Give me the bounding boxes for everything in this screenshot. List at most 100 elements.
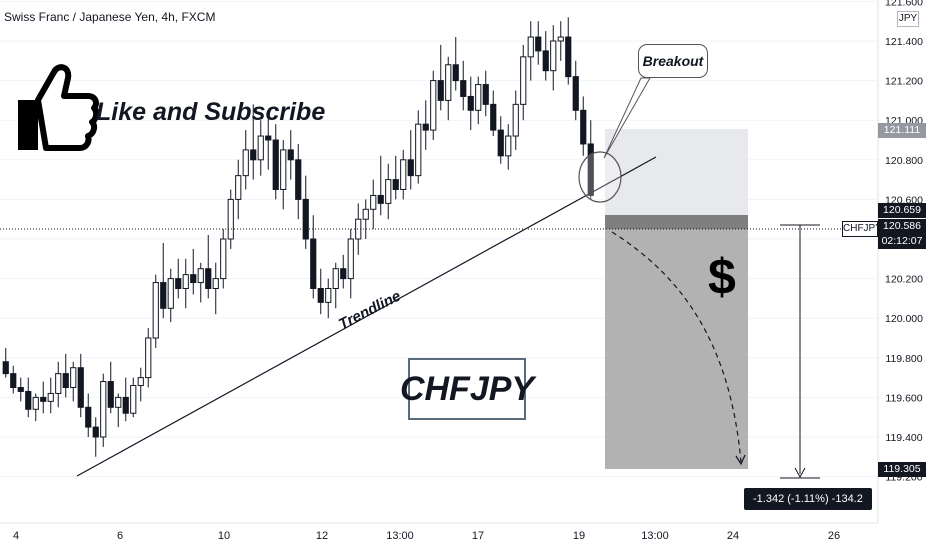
- candle-bearish: [422, 123, 429, 131]
- price-label-entry-top: 121.111: [878, 123, 926, 138]
- candle-bullish: [475, 84, 482, 111]
- candle-bullish: [385, 179, 392, 204]
- like-subscribe-text: Like and Subscribe: [96, 98, 326, 126]
- time-tick-label: 26: [828, 530, 840, 542]
- time-tick-label: 12: [316, 530, 328, 542]
- time-tick-label: 19: [573, 530, 585, 542]
- candle-bearish: [40, 396, 47, 402]
- thumbs-up-icon: [18, 64, 100, 151]
- candle-bearish: [310, 238, 317, 289]
- projection-arrowhead: [735, 454, 746, 466]
- candle-bearish: [587, 143, 594, 196]
- candle-bullish: [55, 373, 62, 394]
- price-tick-label: 119.600: [885, 392, 922, 404]
- candle-bearish: [490, 103, 497, 131]
- candle-bearish: [407, 159, 414, 177]
- price-tick-label: 120.800: [885, 155, 923, 167]
- stop-zone: [605, 129, 748, 215]
- candle-bullish: [430, 80, 437, 131]
- candle-bullish: [362, 208, 369, 220]
- candle-bullish: [505, 135, 512, 157]
- candle-bearish: [377, 194, 384, 204]
- candle-bullish: [415, 123, 422, 177]
- candle-bullish: [130, 385, 137, 414]
- candle-bullish: [137, 377, 144, 387]
- candle-bullish: [400, 159, 407, 191]
- candle-bearish: [175, 278, 182, 290]
- price-tick-label: 121.400: [885, 36, 923, 48]
- candle-bullish: [70, 367, 77, 389]
- candle-bearish: [437, 80, 444, 101]
- candle-bearish: [295, 159, 302, 200]
- candle-bearish: [535, 36, 542, 52]
- breakout-circle[interactable]: [578, 151, 622, 203]
- candle-bearish: [2, 361, 9, 375]
- candle-bullish: [152, 282, 159, 339]
- candle-bullish: [527, 36, 534, 58]
- candle-bearish: [17, 387, 24, 392]
- time-tick-label: 4: [13, 530, 19, 542]
- candle-bearish: [250, 149, 257, 161]
- candle-bearish: [497, 129, 504, 157]
- target-zone: [605, 229, 748, 469]
- breakout-callout: Breakout: [638, 44, 708, 78]
- price-tick-label: 121.200: [885, 76, 923, 88]
- candle-bearish: [272, 139, 279, 190]
- time-tick-label: 10: [218, 530, 230, 542]
- candle-bearish: [572, 76, 579, 111]
- price-tick-label: 121.600: [885, 0, 923, 8]
- candle-bullish: [145, 337, 152, 379]
- price-tick-label: 120.000: [885, 313, 923, 325]
- candle-bearish: [317, 288, 324, 303]
- callout-pointer: [603, 77, 651, 159]
- candle-bearish: [190, 274, 197, 284]
- candle-bearish: [580, 109, 587, 145]
- candle-bearish: [302, 198, 309, 240]
- projection-curve: [611, 231, 742, 463]
- time-axis: 4 6 10 12 13:00 17 19 13:00 24 26: [13, 530, 840, 542]
- symbol-tag: CHFJPY: [842, 221, 882, 237]
- price-label-last: 120.586: [878, 219, 926, 234]
- candle-bullish: [47, 392, 54, 402]
- measure-readout: -1.342 (-1.11%) -134.2: [744, 488, 872, 510]
- candle-bullish: [512, 103, 519, 137]
- time-tick-label: 13:00: [641, 530, 669, 542]
- candle-bearish: [62, 373, 69, 389]
- candle-bearish: [467, 95, 474, 111]
- candle-bearish: [392, 179, 399, 191]
- currency-unit[interactable]: JPY: [897, 11, 919, 27]
- symbol-box: CHFJPY: [400, 358, 534, 420]
- candle-bullish: [325, 288, 332, 303]
- candle-bullish: [445, 64, 452, 101]
- price-tick-label: 119.400: [885, 432, 922, 444]
- candle-bearish: [85, 406, 92, 428]
- candle-bearish: [122, 396, 129, 414]
- candle-bullish: [32, 396, 39, 410]
- candle-bullish: [257, 135, 264, 161]
- candle-bearish: [340, 268, 347, 280]
- chart-header: Swiss Franc / Japanese Yen, 4h, FXCM: [4, 10, 216, 24]
- countdown-label: 02:12:07: [878, 234, 926, 249]
- candle-bearish: [10, 373, 17, 389]
- measure-arrowhead: [794, 467, 806, 479]
- candle-bullish: [235, 175, 242, 200]
- candle-bearish: [460, 80, 467, 97]
- candle-bullish: [115, 396, 122, 408]
- candle-bullish: [347, 238, 354, 280]
- time-tick-label: 24: [727, 530, 739, 542]
- time-tick-label: 17: [472, 530, 484, 542]
- candle-bearish: [287, 149, 294, 161]
- trendline[interactable]: [76, 156, 657, 477]
- dollar-sign: $: [708, 249, 736, 305]
- price-label-last-high: 120.659: [878, 203, 926, 218]
- time-tick-label: 6: [117, 530, 123, 542]
- candles: [2, 17, 594, 457]
- candle-bullish: [220, 238, 227, 280]
- candle-bearish: [107, 381, 114, 408]
- candle-bullish: [100, 381, 107, 438]
- candle-bullish: [332, 268, 339, 290]
- candle-bullish: [182, 274, 189, 290]
- candle-bullish: [550, 40, 557, 72]
- candle-bullish: [520, 56, 527, 105]
